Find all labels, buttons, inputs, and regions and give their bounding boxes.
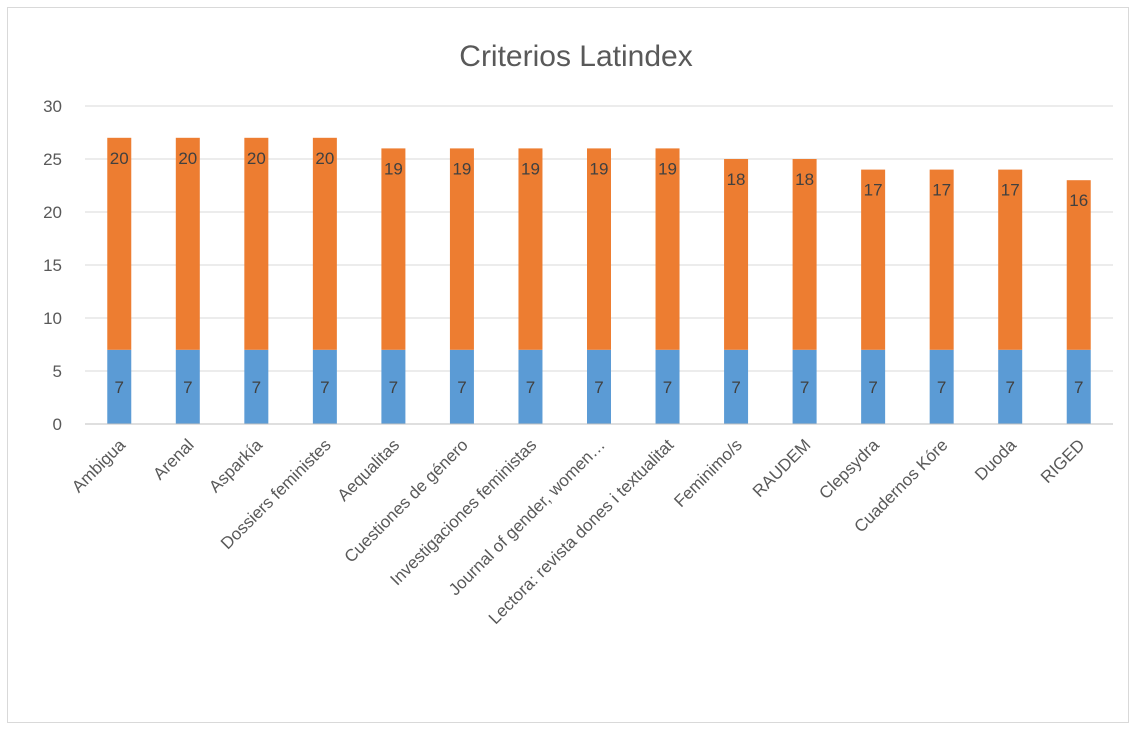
data-label: 7 xyxy=(800,378,809,397)
x-category-label: Duoda xyxy=(971,435,1020,484)
data-label: 7 xyxy=(1005,378,1014,397)
bar-segment-top xyxy=(998,169,1023,350)
data-label: 7 xyxy=(115,378,124,397)
bar-segment-top xyxy=(449,148,474,350)
bar-segment-top xyxy=(587,148,611,350)
bar-segment-top xyxy=(655,148,680,350)
bar-segment-top xyxy=(724,159,749,350)
bar-segment-bottom xyxy=(312,349,337,424)
x-category-label: Aequalitas xyxy=(334,435,404,505)
data-label: 18 xyxy=(727,170,746,189)
data-label: 7 xyxy=(252,378,261,397)
chart-title: Criterios Latindex xyxy=(459,40,692,73)
x-category-label: RIGED xyxy=(1037,435,1089,487)
data-label: 20 xyxy=(315,149,334,168)
data-label: 7 xyxy=(526,378,535,397)
data-label: 7 xyxy=(868,378,877,397)
y-tick-label: 30 xyxy=(43,97,62,116)
bar-segment-top xyxy=(518,148,543,350)
data-label: 7 xyxy=(937,378,946,397)
bar-segment-top xyxy=(312,137,337,350)
data-label: 20 xyxy=(178,149,197,168)
bar-segment-bottom xyxy=(518,349,543,424)
data-label: 19 xyxy=(521,159,540,178)
y-tick-label: 10 xyxy=(43,309,62,328)
bar-segment-bottom xyxy=(587,349,611,424)
bar-segment-bottom xyxy=(175,349,200,424)
x-category-label: Asparkía xyxy=(205,435,266,496)
bar-segment-top xyxy=(929,169,954,350)
data-label: 7 xyxy=(1074,378,1083,397)
y-tick-label: 0 xyxy=(53,415,62,434)
y-tick-label: 25 xyxy=(43,150,62,169)
x-category-label: Clepsydra xyxy=(815,435,883,503)
data-label: 16 xyxy=(1069,191,1088,210)
bar-segment-bottom xyxy=(792,349,817,424)
data-label: 20 xyxy=(110,149,129,168)
data-labels: 7 20 7 20 7 20 7 20 7 19 7 19 7 19 7 19 7 19 7 18 7 18 7 17 7 17 7… xyxy=(110,149,1088,397)
bar-segment-bottom xyxy=(998,349,1023,424)
bar-segment-bottom xyxy=(655,349,680,424)
data-label: 18 xyxy=(795,170,814,189)
data-label: 7 xyxy=(731,378,740,397)
data-label: 17 xyxy=(864,181,883,200)
bar-segment-top xyxy=(107,137,132,350)
x-category-label: Cuestiones de género xyxy=(341,435,472,566)
bar-segment-bottom xyxy=(1066,349,1091,424)
data-label: 7 xyxy=(320,378,329,397)
bar-segment-bottom xyxy=(724,349,749,424)
x-category-label: Ambigua xyxy=(68,435,129,496)
data-label: 19 xyxy=(658,159,677,178)
bar-segment-top xyxy=(1066,180,1091,350)
y-tick-label: 20 xyxy=(43,203,62,222)
bar-segment-top xyxy=(381,148,406,350)
bar-segment-bottom xyxy=(107,349,132,424)
bar-segment-bottom xyxy=(861,349,886,424)
bar-segment-top xyxy=(861,169,886,350)
y-tick-label: 15 xyxy=(43,256,62,275)
bar-segment-top xyxy=(175,137,200,350)
data-label: 17 xyxy=(932,181,951,200)
x-category-label: Feminimo/s xyxy=(670,435,746,511)
data-label: 7 xyxy=(389,378,398,397)
bar-segment-bottom xyxy=(244,349,269,424)
y-axis-ticks: 0 5 10 15 20 25 30 xyxy=(43,97,62,434)
data-label: 7 xyxy=(183,378,192,397)
data-label: 20 xyxy=(247,149,266,168)
bar-segment-top xyxy=(244,137,269,350)
data-label: 19 xyxy=(452,159,471,178)
x-category-label: RAUDEM xyxy=(749,435,815,501)
data-label: 7 xyxy=(663,378,672,397)
bar-segment-top xyxy=(792,159,817,350)
bar-segment-bottom xyxy=(449,349,474,424)
data-label: 7 xyxy=(594,378,603,397)
data-label: 19 xyxy=(384,159,403,178)
data-label: 7 xyxy=(457,378,466,397)
bar-segment-bottom xyxy=(381,349,406,424)
bars xyxy=(107,137,1091,424)
data-label: 17 xyxy=(1001,181,1020,200)
x-category-label: Arenal xyxy=(149,435,197,483)
data-label: 19 xyxy=(590,159,609,178)
bar-segment-bottom xyxy=(929,349,954,424)
y-tick-label: 5 xyxy=(53,362,62,381)
